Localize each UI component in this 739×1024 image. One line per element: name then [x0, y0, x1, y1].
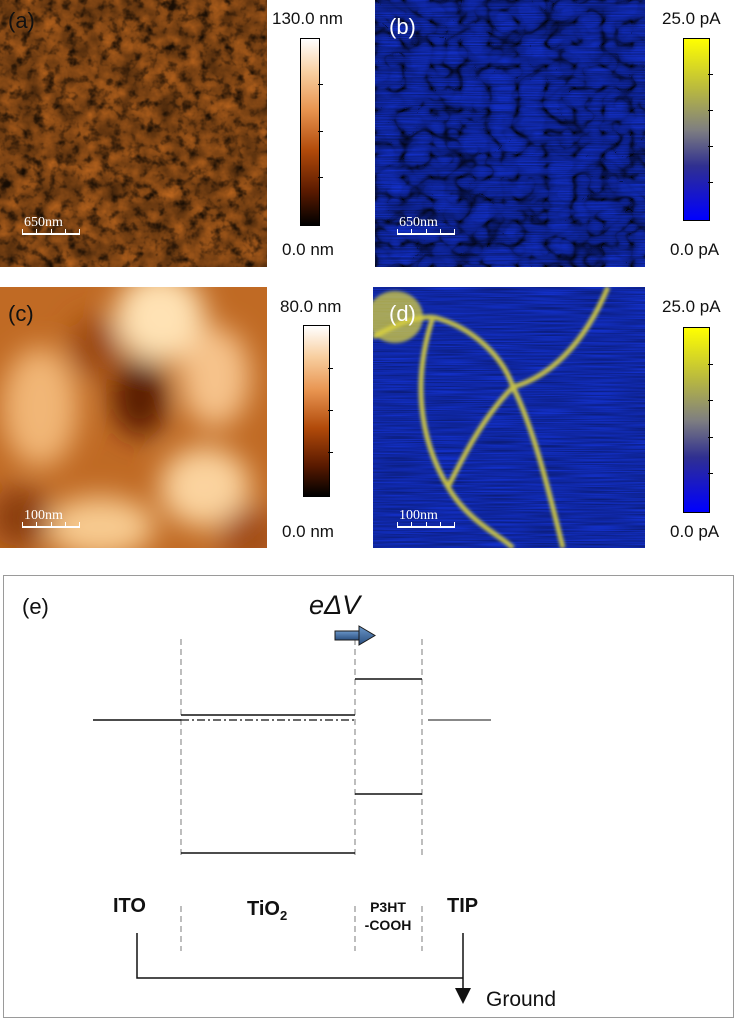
scale-bar-b-text: 650nm — [399, 215, 438, 230]
colorbar-b — [683, 38, 710, 221]
tio2-label-text: TiO — [247, 898, 280, 920]
panel-c-height-image: (c) 100nm — [0, 287, 267, 548]
ground-label: Ground — [486, 988, 557, 1011]
colorbar-d — [683, 327, 710, 513]
tio2-label: TiO2 — [247, 898, 287, 923]
current-image-d — [373, 287, 645, 548]
panel-a-height-image: (a) 650nm — [0, 0, 267, 267]
scale-bar-d-text: 100nm — [399, 508, 438, 523]
scale-bar-b: 650nm — [397, 215, 457, 238]
current-image-b — [375, 0, 645, 267]
band-diagram — [93, 625, 491, 1004]
panel-e-label: (e) — [22, 594, 49, 619]
panel-b-label: (b) — [389, 14, 416, 39]
panel-a-label: (a) — [8, 8, 35, 33]
arrow-icon — [334, 625, 376, 646]
panel-d-current-image: (d) 100nm — [373, 287, 645, 548]
scale-bar-a: 650nm — [22, 215, 82, 238]
height-image-a — [0, 0, 267, 267]
p3ht-label-line2: -COOH — [364, 917, 412, 933]
colorbar-a-max: 130.0 nm — [272, 9, 343, 28]
interface-lines — [180, 639, 423, 951]
ground-circuit — [136, 933, 464, 988]
tip-label: TIP — [447, 895, 479, 917]
panel-d-label: (d) — [389, 301, 416, 326]
panel-b-current-image: (b) 650nm — [375, 0, 645, 267]
colorbar-a-min: 0.0 nm — [282, 240, 334, 259]
colorbar-d-max: 25.0 pA — [662, 297, 721, 316]
ground-arrow-icon — [455, 988, 471, 1004]
energy-difference-label: eΔV — [309, 590, 361, 620]
colorbar-a — [300, 38, 320, 226]
colorbar-d-min: 0.0 pA — [670, 522, 720, 541]
p3ht-cooh-label: P3HT -COOH — [362, 898, 414, 934]
scale-bar-c-text: 100nm — [24, 508, 63, 523]
tio2-label-subscript: 2 — [279, 908, 288, 923]
panel-c-label: (c) — [8, 301, 34, 326]
scale-bar-c: 100nm — [22, 508, 82, 531]
ito-label: ITO — [113, 895, 146, 917]
colorbar-b-max: 25.0 pA — [662, 9, 721, 28]
scale-bar-d: 100nm — [397, 508, 457, 531]
panel-e-band-diagram: (e) eΔV ITO TiO2 P3HT -COOH TIP Ground — [3, 575, 734, 1018]
colorbar-c-max: 80.0 nm — [280, 297, 342, 316]
colorbar-b-min: 0.0 pA — [670, 240, 720, 259]
p3ht-label-line1: P3HT — [370, 899, 406, 915]
height-image-c — [0, 287, 267, 548]
colorbar-c — [303, 325, 330, 497]
scale-bar-a-text: 650nm — [24, 215, 63, 230]
colorbar-c-min: 0.0 nm — [282, 522, 334, 541]
